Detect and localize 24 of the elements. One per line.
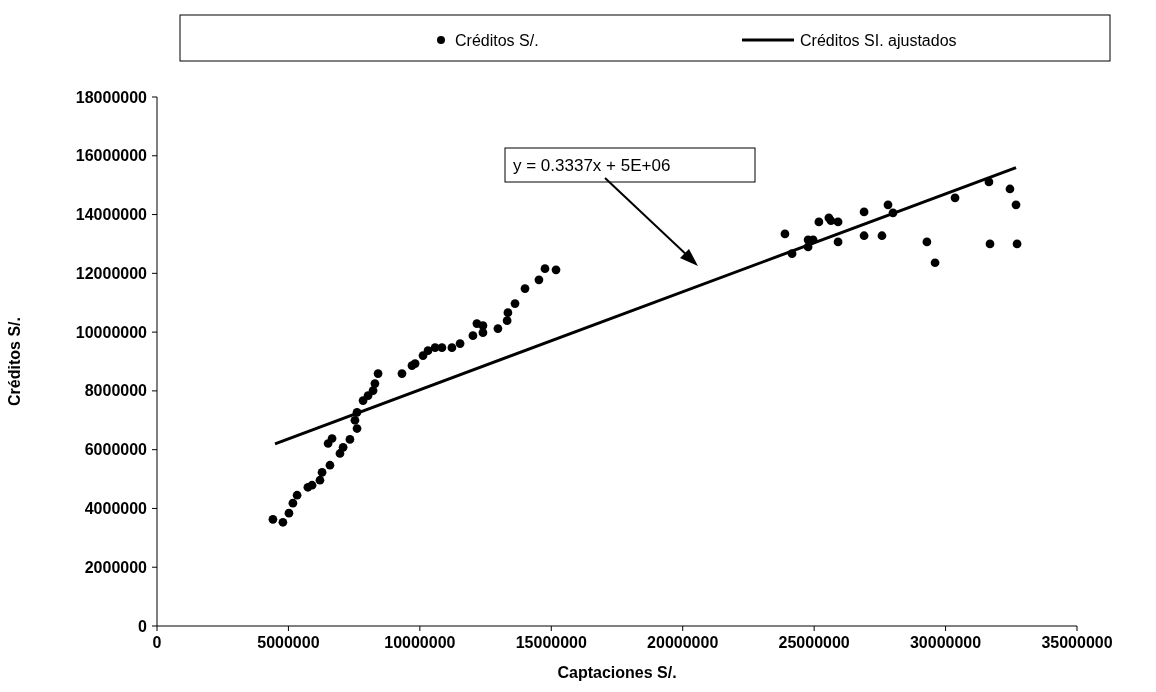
annotation: y = 0.3337x + 5E+06 bbox=[513, 156, 671, 175]
y-tick-label: 12000000 bbox=[75, 264, 148, 282]
x-axis-title: Captaciones S/. bbox=[557, 664, 677, 681]
y-tick-label: 16000000 bbox=[75, 147, 148, 165]
y-tick-label: 18000000 bbox=[75, 88, 148, 106]
x-tick-label: 10000000 bbox=[384, 634, 456, 651]
y-axis-title: Créditos S/. bbox=[6, 317, 23, 406]
y-tick-label: 14000000 bbox=[75, 206, 148, 224]
equation-box: y = 0.3337x + 5E+06 bbox=[504, 147, 756, 183]
x-tick-label: 15000000 bbox=[515, 634, 587, 651]
y-tick-label: 10000000 bbox=[75, 323, 148, 341]
x-tick-label: 25000000 bbox=[778, 634, 850, 651]
y-tick-label: 2000000 bbox=[84, 558, 148, 576]
x-tick-label: 5000000 bbox=[257, 634, 320, 651]
legend-label: Créditos SI. ajustados bbox=[800, 31, 957, 49]
x-tick-label: 30000000 bbox=[909, 634, 982, 651]
legend-label: Créditos S/. bbox=[455, 31, 539, 49]
y-tick-label: 8000000 bbox=[84, 382, 148, 400]
x-tick-label: 20000000 bbox=[647, 634, 719, 651]
x-tick-label: 35000000 bbox=[1041, 634, 1113, 651]
y-tick-label: 6000000 bbox=[84, 441, 148, 459]
y-tick-label: 0 bbox=[138, 617, 148, 635]
y-tick-label: 4000000 bbox=[84, 500, 148, 518]
x-tick-label: 0 bbox=[152, 634, 162, 651]
